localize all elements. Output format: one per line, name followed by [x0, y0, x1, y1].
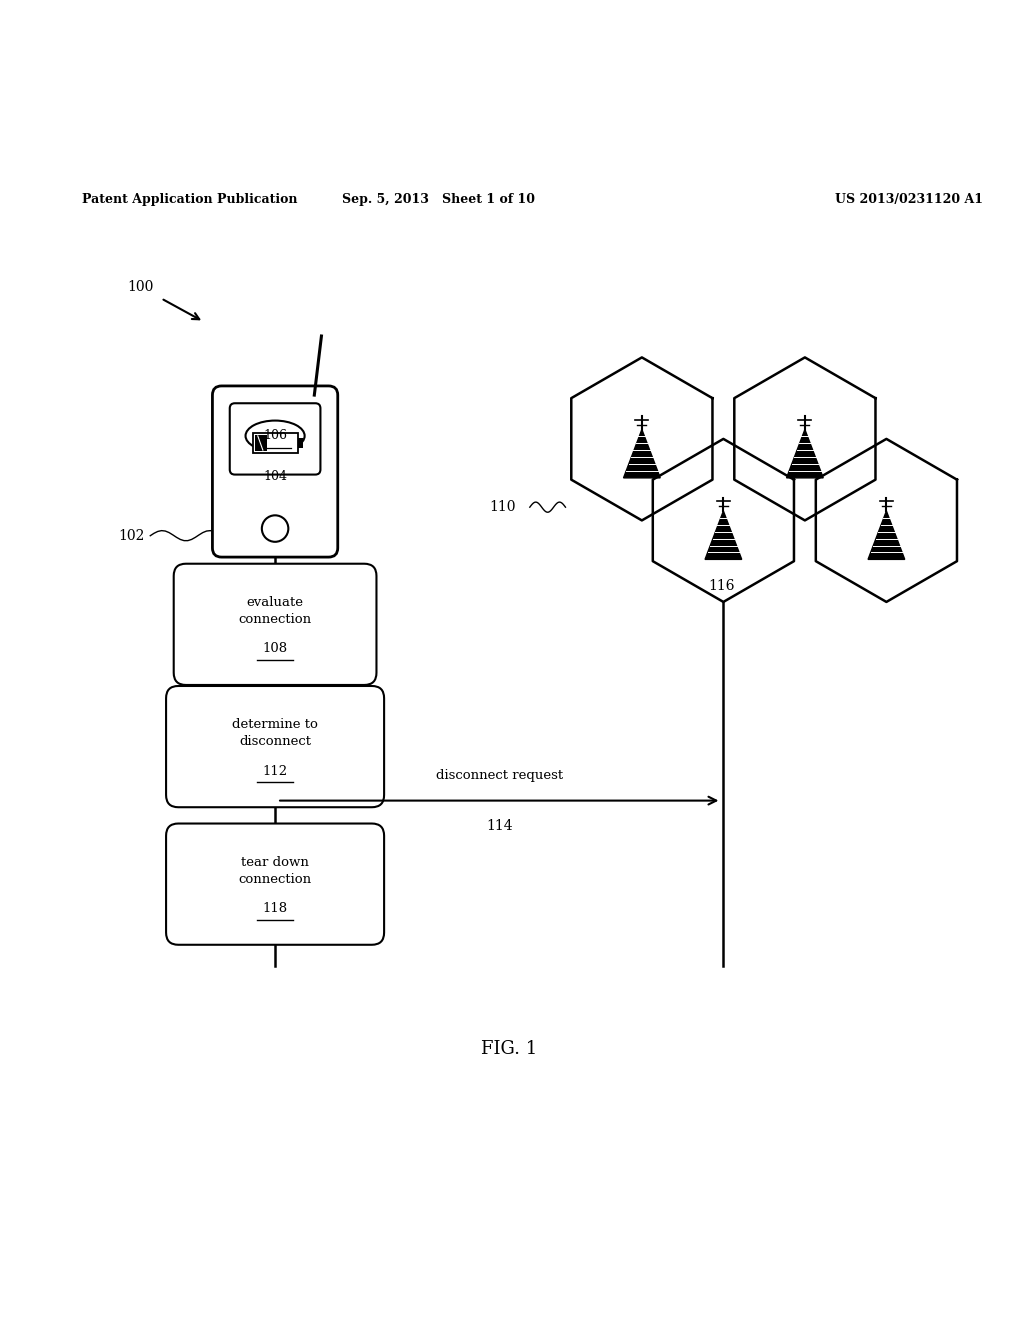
- Circle shape: [262, 515, 289, 541]
- Text: disconnect request: disconnect request: [435, 770, 563, 783]
- Polygon shape: [706, 511, 741, 560]
- Text: 116: 116: [709, 578, 734, 593]
- Bar: [253, 433, 298, 453]
- FancyBboxPatch shape: [212, 385, 338, 557]
- Polygon shape: [868, 511, 905, 560]
- Text: 102: 102: [119, 529, 145, 543]
- Text: 108: 108: [262, 643, 288, 655]
- Text: 114: 114: [486, 818, 513, 833]
- Text: evaluate
connection: evaluate connection: [239, 597, 311, 626]
- Text: 100: 100: [127, 280, 154, 294]
- Text: US 2013/0231120 A1: US 2013/0231120 A1: [836, 193, 983, 206]
- Polygon shape: [624, 429, 660, 478]
- FancyBboxPatch shape: [229, 403, 321, 475]
- Text: 104: 104: [263, 470, 287, 483]
- Text: 112: 112: [262, 764, 288, 777]
- Bar: [298, 438, 303, 447]
- Ellipse shape: [246, 421, 304, 451]
- FancyBboxPatch shape: [166, 824, 384, 945]
- FancyBboxPatch shape: [166, 686, 384, 808]
- FancyBboxPatch shape: [174, 564, 377, 685]
- Bar: [255, 434, 267, 451]
- Polygon shape: [786, 429, 823, 478]
- Text: tear down
connection: tear down connection: [239, 855, 311, 886]
- Text: 110: 110: [489, 500, 515, 515]
- Text: determine to
disconnect: determine to disconnect: [232, 718, 318, 748]
- Text: 118: 118: [262, 902, 288, 915]
- Text: 106: 106: [263, 429, 287, 442]
- Text: Sep. 5, 2013   Sheet 1 of 10: Sep. 5, 2013 Sheet 1 of 10: [342, 193, 535, 206]
- Text: FIG. 1: FIG. 1: [481, 1040, 538, 1059]
- Text: Patent Application Publication: Patent Application Publication: [82, 193, 297, 206]
